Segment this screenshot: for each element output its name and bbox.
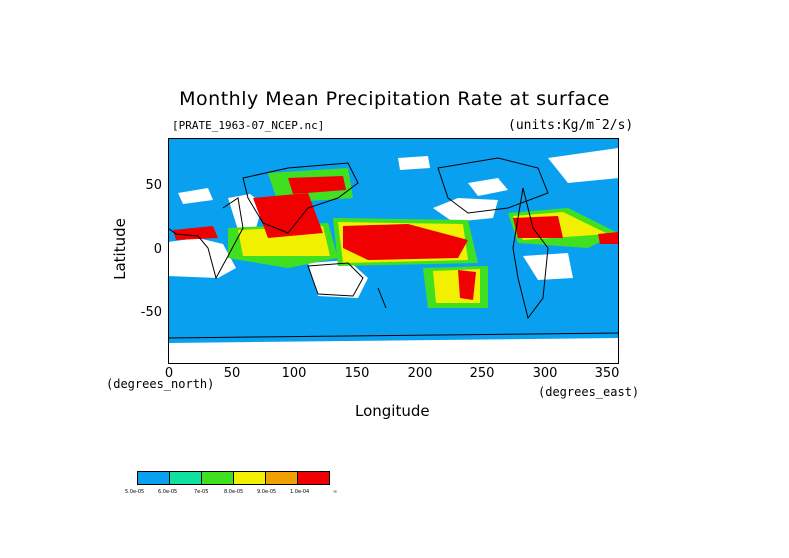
file-label: [PRATE_1963-07_NCEP.nc] (172, 119, 325, 132)
y-axis-label: Latitude (111, 218, 129, 280)
x-tick-200: 200 (407, 366, 433, 381)
x-tick-150: 150 (344, 366, 370, 381)
colorbar-swatch-2 (169, 471, 202, 485)
y-tick-0: 0 (153, 242, 162, 257)
x-tick-350: 350 (594, 366, 620, 381)
y-axis-unit: (degrees_north) (106, 377, 215, 391)
x-axis-unit: (degrees_east) (538, 385, 640, 399)
y-tick-minus-50: -50 (140, 305, 162, 320)
units-label: (units:Kg/m¯2/s) (508, 118, 634, 133)
colorbar-swatch-3 (201, 471, 234, 485)
colorbar-swatch-1 (137, 471, 170, 485)
colorbar-label-6: 1.0e-04 (290, 489, 310, 495)
low-precip-regions (168, 148, 619, 364)
x-tick-250: 250 (469, 366, 495, 381)
colorbar-label-2: 6.0e-05 (158, 489, 178, 495)
x-tick-300: 300 (532, 366, 558, 381)
colorbar-swatch-6 (297, 471, 330, 485)
colorbar-label-7: ∞ (333, 489, 338, 495)
colorbar-swatch-4 (233, 471, 266, 485)
x-axis-label: Longitude (355, 402, 430, 420)
colorbar-label-1: 5.0e-05 (125, 489, 145, 495)
coastlines (168, 157, 619, 339)
precipitation-map (168, 138, 619, 364)
colorbar (137, 471, 330, 485)
x-tick-0: 0 (164, 366, 174, 381)
colorbar-label-4: 8.0e-05 (224, 489, 244, 495)
colorbar-label-3: 7e-05 (194, 489, 209, 495)
x-tick-100: 100 (281, 366, 307, 381)
high-precip-regions (173, 176, 619, 300)
map-title: Monthly Mean Precipitation Rate at surfa… (179, 88, 610, 110)
colorbar-label-5: 9.0e-05 (257, 489, 277, 495)
map-frame (168, 138, 619, 364)
x-tick-50: 50 (223, 366, 241, 381)
colorbar-swatch-5 (265, 471, 298, 485)
y-tick-50: 50 (145, 178, 162, 193)
